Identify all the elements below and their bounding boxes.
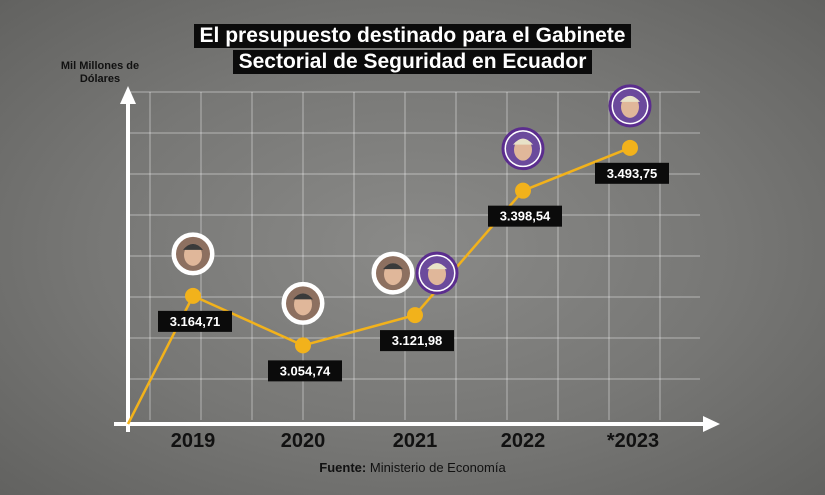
x-tick-label: 2021 [393,430,438,452]
avatar-hair [383,263,403,270]
data-label-text: 3.054,74 [280,363,331,378]
title-text-2: Sectorial de Seguridad en Ecuador [232,50,593,74]
y-axis-arrow-icon [120,86,136,104]
source-value: Ministerio de Economía [369,460,506,475]
data-label-bg [268,360,342,382]
data-label-text: 3.121,98 [392,333,443,348]
data-point [407,307,423,324]
data-label: 3.121,98 [380,330,454,352]
data-point [295,337,311,354]
avatar-icon [371,251,415,295]
chart-title-line-2: Sectorial de Seguridad en Ecuador [0,50,825,74]
avatar-hair [620,95,640,102]
source-note: Fuente: Ministerio de Economía [0,460,825,475]
x-tick-label: 2020 [281,430,326,452]
x-tick-label: 2022 [501,430,546,452]
avatar-icon [608,84,652,128]
data-label-text: 3.398,54 [500,209,551,224]
x-tick-label: 2019 [171,430,216,452]
data-label: 3.493,75 [595,162,669,184]
chart-title-line-1: El presupuesto destinado para el Gabinet… [0,24,825,48]
data-point [185,287,201,304]
data-label: 3.398,54 [488,205,562,227]
y-axis-label: Mil Millones de Dólares [60,60,140,85]
avatar-hair [513,138,533,145]
avatar-icon [415,251,459,295]
avatar-icon [501,127,545,171]
data-label: 3.054,74 [268,360,342,382]
avatar-hair [293,293,313,300]
data-point [622,139,638,156]
data-label-bg [488,205,562,227]
x-tick-label: *2023 [607,430,659,452]
data-label: 3.164,71 [158,310,232,332]
data-label-text: 3.493,75 [607,166,658,181]
title-text-1: El presupuesto destinado para el Gabinet… [193,24,632,48]
data-label-bg [380,330,454,352]
avatar-hair [427,263,447,270]
data-label-bg [595,162,669,184]
avatar-hair [183,243,203,250]
data-label-bg [158,310,232,332]
data-label-text: 3.164,71 [170,314,221,329]
avatar-icon [281,281,325,325]
source-label: Fuente: [319,460,367,475]
avatar-icon [171,232,215,276]
data-point [515,182,531,199]
x-axis-arrow-icon [703,416,720,432]
